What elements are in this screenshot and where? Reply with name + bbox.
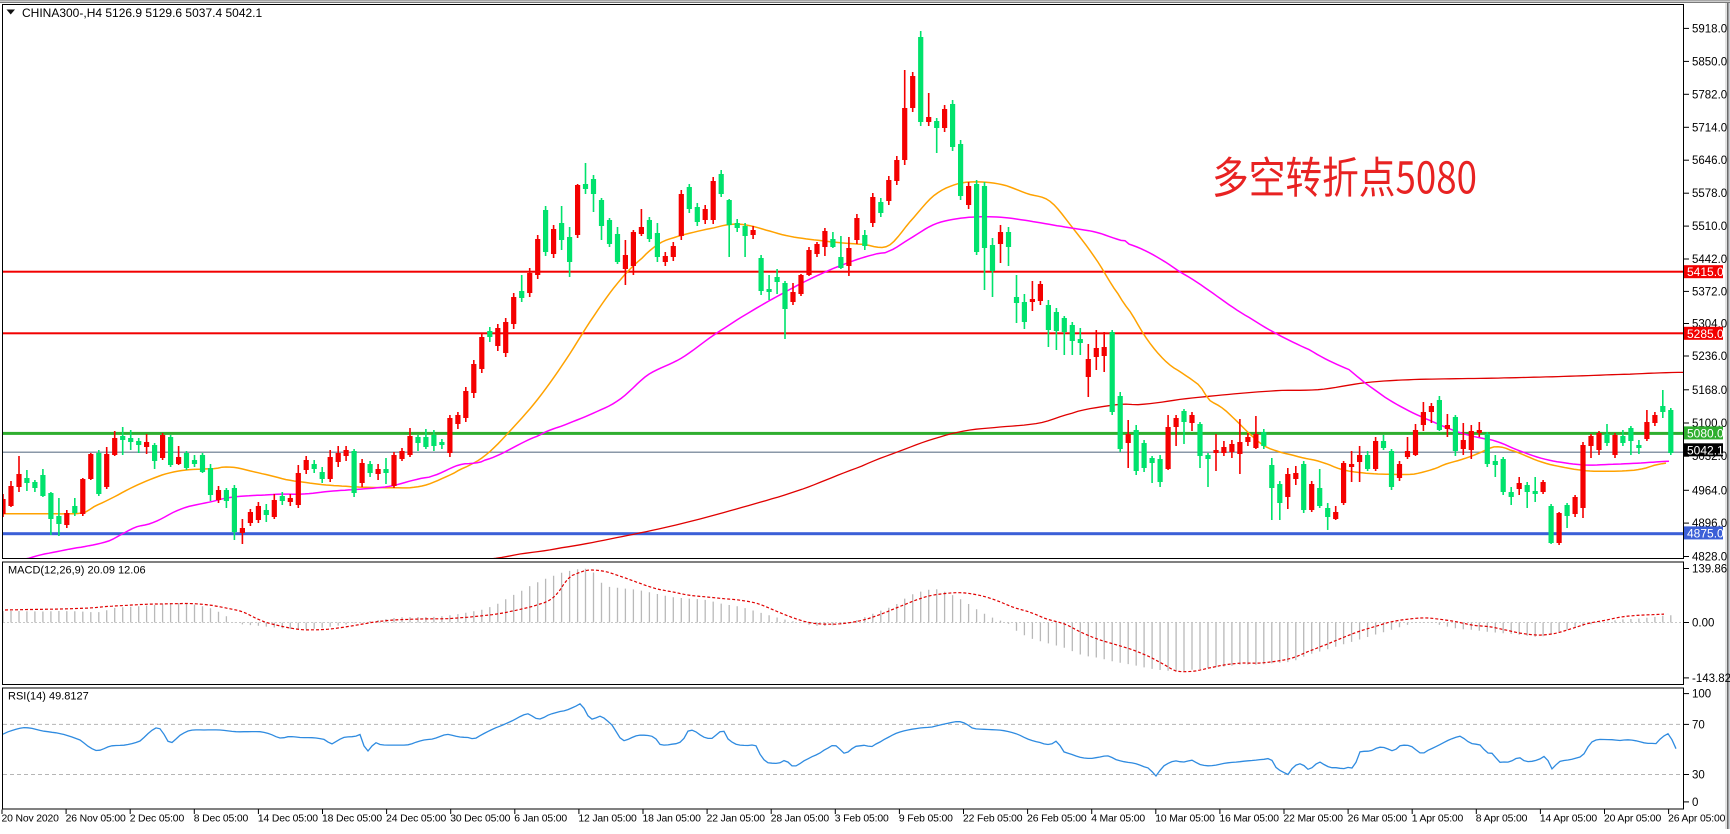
svg-text:30: 30	[1692, 770, 1705, 782]
svg-text:8 Dec 05:00: 8 Dec 05:00	[194, 814, 249, 825]
svg-text:5042.1: 5042.1	[1687, 443, 1724, 457]
svg-text:5168.0: 5168.0	[1692, 385, 1727, 397]
svg-text:10 Mar 05:00: 10 Mar 05:00	[1155, 814, 1215, 825]
svg-text:18 Dec 05:00: 18 Dec 05:00	[322, 814, 382, 825]
svg-text:RSI(14) 49.8127: RSI(14) 49.8127	[8, 691, 89, 703]
svg-text:5782.0: 5782.0	[1692, 89, 1727, 101]
svg-text:4828.0: 4828.0	[1692, 552, 1727, 564]
svg-text:20 Nov 2020: 20 Nov 2020	[2, 814, 60, 825]
svg-text:6 Jan 05:00: 6 Jan 05:00	[514, 814, 567, 825]
svg-text:MACD(12,26,9) 20.09 12.06: MACD(12,26,9) 20.09 12.06	[8, 565, 146, 577]
svg-text:5578.0: 5578.0	[1692, 188, 1727, 200]
svg-text:4964.0: 4964.0	[1692, 485, 1727, 497]
svg-text:28 Jan 05:00: 28 Jan 05:00	[771, 814, 830, 825]
svg-text:5646.0: 5646.0	[1692, 155, 1727, 167]
svg-text:4875.0: 4875.0	[1687, 526, 1724, 540]
svg-text:5510.0: 5510.0	[1692, 221, 1727, 233]
svg-text:5285.0: 5285.0	[1687, 327, 1724, 341]
svg-text:5372.0: 5372.0	[1692, 286, 1727, 298]
svg-text:26 Mar 05:00: 26 Mar 05:00	[1348, 814, 1408, 825]
svg-text:5080.0: 5080.0	[1687, 426, 1724, 440]
svg-text:3 Feb 05:00: 3 Feb 05:00	[835, 814, 889, 825]
svg-text:24 Dec 05:00: 24 Dec 05:00	[386, 814, 446, 825]
svg-text:26 Feb 05:00: 26 Feb 05:00	[1027, 814, 1087, 825]
svg-text:9 Feb 05:00: 9 Feb 05:00	[899, 814, 953, 825]
svg-text:5918.0: 5918.0	[1692, 23, 1727, 35]
svg-text:12 Jan 05:00: 12 Jan 05:00	[578, 814, 637, 825]
svg-text:5442.0: 5442.0	[1692, 254, 1727, 266]
svg-text:5850.0: 5850.0	[1692, 56, 1727, 68]
svg-text:22 Feb 05:00: 22 Feb 05:00	[963, 814, 1023, 825]
svg-text:18 Jan 05:00: 18 Jan 05:00	[643, 814, 702, 825]
svg-text:CHINA300-,H4 5126.9 5129.6 50: CHINA300-,H4 5126.9 5129.6 5037.4 5042.1	[22, 6, 263, 20]
svg-text:5236.0: 5236.0	[1692, 351, 1727, 363]
svg-text:20 Apr 05:00: 20 Apr 05:00	[1604, 814, 1662, 825]
svg-text:30 Dec 05:00: 30 Dec 05:00	[450, 814, 510, 825]
svg-text:4 Mar 05:00: 4 Mar 05:00	[1091, 814, 1145, 825]
svg-text:14 Apr 05:00: 14 Apr 05:00	[1540, 814, 1598, 825]
svg-text:70: 70	[1692, 719, 1705, 731]
svg-text:5415.0: 5415.0	[1687, 265, 1724, 279]
svg-text:26 Apr 05:00: 26 Apr 05:00	[1668, 814, 1726, 825]
svg-text:1 Apr 05:00: 1 Apr 05:00	[1412, 814, 1464, 825]
svg-text:139.86: 139.86	[1692, 564, 1727, 576]
svg-text:0: 0	[1692, 797, 1698, 809]
svg-text:-143.82: -143.82	[1692, 673, 1730, 685]
svg-text:26 Nov 05:00: 26 Nov 05:00	[66, 814, 126, 825]
svg-text:16 Mar 05:00: 16 Mar 05:00	[1219, 814, 1279, 825]
svg-text:22 Mar 05:00: 22 Mar 05:00	[1284, 814, 1344, 825]
svg-text:8 Apr 05:00: 8 Apr 05:00	[1476, 814, 1528, 825]
svg-text:22 Jan 05:00: 22 Jan 05:00	[707, 814, 766, 825]
svg-text:2 Dec 05:00: 2 Dec 05:00	[130, 814, 185, 825]
svg-text:5714.0: 5714.0	[1692, 122, 1727, 134]
svg-text:0.00: 0.00	[1692, 618, 1714, 630]
svg-text:100: 100	[1692, 689, 1711, 701]
svg-text:14 Dec 05:00: 14 Dec 05:00	[258, 814, 318, 825]
